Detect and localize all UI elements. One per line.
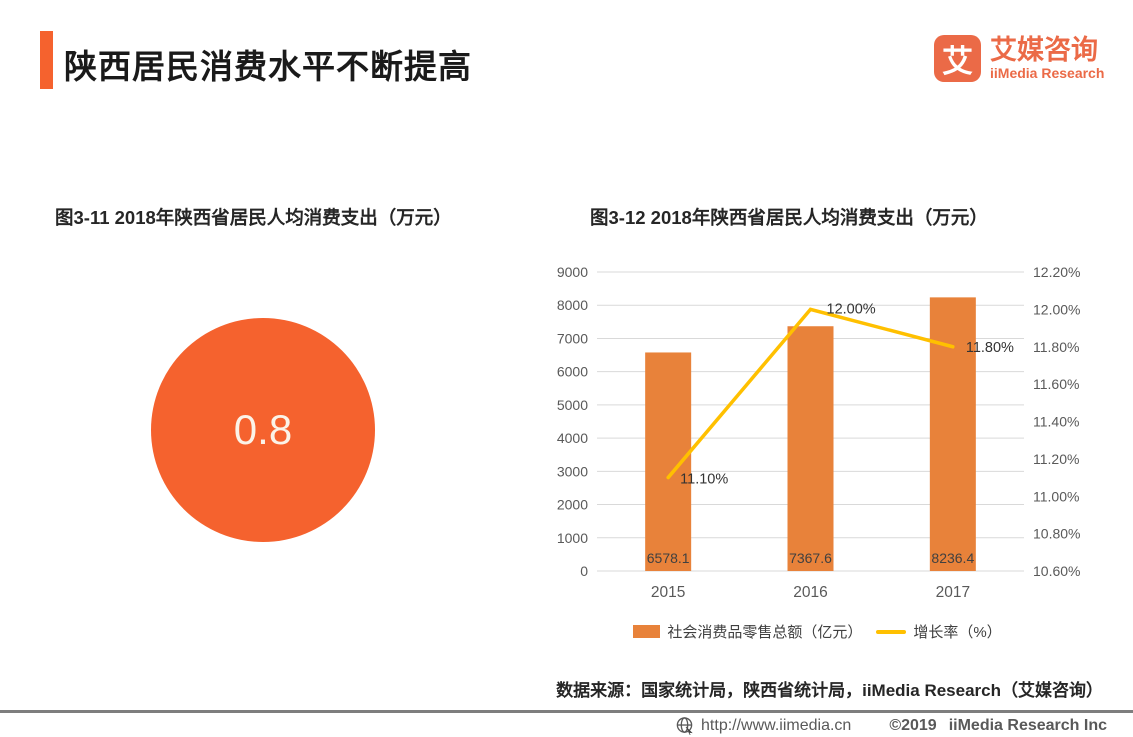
svg-text:11.80%: 11.80% (966, 340, 1014, 356)
svg-text:11.40%: 11.40% (1033, 414, 1079, 430)
svg-text:12.20%: 12.20% (1033, 264, 1080, 280)
svg-text:2017: 2017 (936, 584, 970, 601)
bubble-circle: 0.8 (151, 318, 375, 542)
legend-line-label: 增长率（%） (913, 624, 1002, 641)
svg-text:7367.6: 7367.6 (789, 550, 832, 566)
svg-text:11.80%: 11.80% (1033, 339, 1079, 355)
svg-text:11.00%: 11.00% (1033, 488, 1079, 504)
line-swatch-icon (876, 629, 907, 634)
footer-url-group: http://www.iimedia.cn (675, 716, 851, 735)
svg-text:7000: 7000 (557, 330, 588, 346)
logo-icon: 艾 (934, 35, 981, 82)
globe-icon (676, 717, 693, 735)
data-source-note: 数据来源：国家统计局，陕西省统计局，iiMedia Research（艾媒咨询） (556, 681, 1103, 700)
svg-text:11.10%: 11.10% (680, 472, 728, 488)
svg-text:2000: 2000 (557, 497, 588, 513)
logo-text: 艾媒咨询 iiMedia Research (990, 34, 1105, 82)
right-chart-title: 图3-12 2018年陕西省居民人均消费支出（万元） (590, 207, 988, 228)
svg-text:10.80%: 10.80% (1033, 526, 1080, 542)
copyright-name: iiMedia Research Inc (948, 716, 1107, 734)
svg-text:4000: 4000 (557, 430, 588, 446)
logo-glyph: 艾 (942, 44, 973, 79)
line-point-labels: 11.10% 12.00% 11.80% (680, 301, 1014, 487)
svg-text:8236.4: 8236.4 (931, 550, 974, 566)
left-chart-title: 图3-11 2018年陕西省居民人均消费支出（万元） (55, 207, 452, 228)
svg-text:12.00%: 12.00% (1033, 301, 1080, 317)
bubble-value: 0.8 (233, 406, 293, 453)
svg-text:11.20%: 11.20% (1033, 451, 1079, 467)
legend-bar-label: 社会消费品零售总额（亿元） (667, 624, 863, 641)
footer-url[interactable]: http://www.iimedia.cn (701, 716, 852, 734)
logo: 艾 艾媒咨询 iiMedia Research (934, 35, 1104, 82)
svg-text:6000: 6000 (557, 364, 588, 380)
svg-text:0: 0 (580, 563, 588, 579)
page-title: 陕西居民消费水平不断提高 (64, 48, 472, 85)
title-accent-bar (40, 31, 53, 89)
chart-legend: 社会消费品零售总额（亿元） 增长率（%） (530, 621, 1105, 642)
svg-text:12.00%: 12.00% (827, 301, 876, 317)
combo-chart-svg: 0 1000 2000 3000 4000 5000 6000 7000 8000 9000 10.… (557, 264, 1081, 601)
svg-text:8000: 8000 (557, 297, 588, 313)
logo-cn: 艾媒咨询 (990, 34, 1098, 65)
footer-bar: http://www.iimedia.cn ©2019 iiMedia Rese… (675, 716, 1107, 735)
logo-en: iiMedia Research (990, 65, 1105, 82)
combo-chart: 0 1000 2000 3000 4000 5000 6000 7000 8000 9000 10.… (530, 255, 1105, 655)
svg-text:1000: 1000 (557, 530, 588, 546)
svg-text:10.60%: 10.60% (1033, 563, 1080, 579)
svg-text:2015: 2015 (651, 584, 685, 601)
svg-text:6578.1: 6578.1 (647, 550, 690, 566)
svg-text:11.60%: 11.60% (1033, 376, 1079, 392)
x-axis-labels: 2015 2016 2017 (651, 584, 970, 601)
left-axis-tick-labels: 0 1000 2000 3000 4000 5000 6000 7000 8000 9000 (557, 264, 588, 579)
growth-line (666, 307, 955, 480)
right-axis-tick-labels: 10.60% 10.80% 11.00% 11.20% 11.40% 11.60% 11.8… (1033, 264, 1080, 579)
bar-swatch-icon (633, 625, 661, 638)
svg-text:2016: 2016 (793, 584, 827, 601)
footer-copyright: ©2019 iiMedia Research Inc (889, 717, 1107, 735)
footer-divider (0, 710, 1133, 713)
svg-text:5000: 5000 (557, 397, 588, 413)
svg-text:3000: 3000 (557, 463, 588, 479)
svg-text:9000: 9000 (557, 264, 588, 280)
bar-value-labels: 6578.1 7367.6 8236.4 (647, 550, 975, 566)
copyright-year: ©2019 (889, 716, 937, 734)
legend-item-line: 增长率（%） (876, 621, 1002, 642)
legend-item-bar: 社会消费品零售总额（亿元） (633, 621, 862, 642)
